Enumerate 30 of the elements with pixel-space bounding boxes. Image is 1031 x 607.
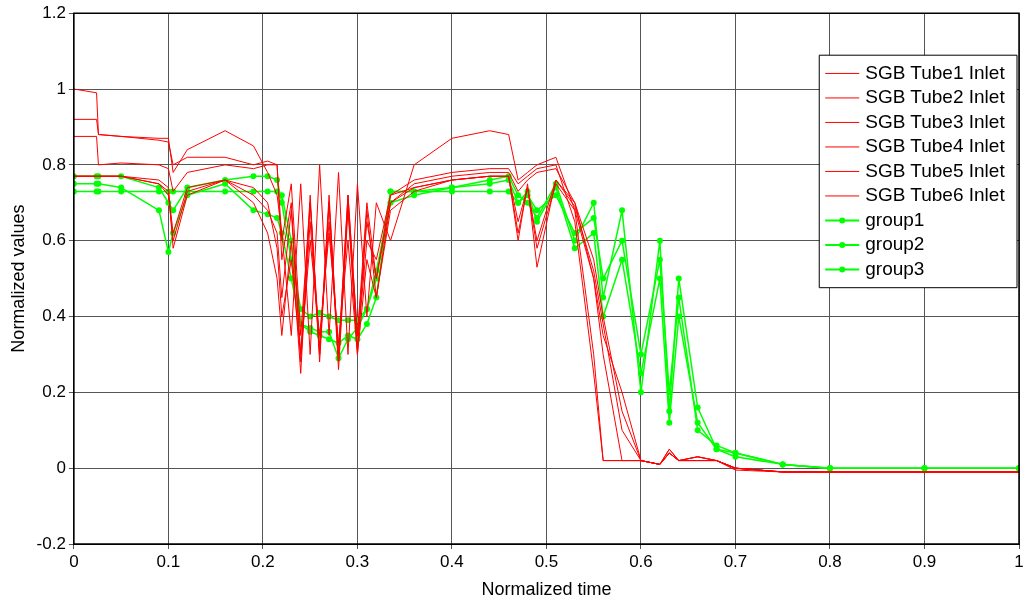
legend-label: group3 xyxy=(865,257,925,279)
y-axis-title: Normalized values xyxy=(7,204,28,353)
y-tick-label: 0.6 xyxy=(42,230,66,250)
legend-label: SGB Tube2 Inlet xyxy=(865,86,1006,108)
x-tick-label: 0.5 xyxy=(534,551,559,571)
x-tick-label: 0.1 xyxy=(156,551,181,571)
x-tick-label: 0 xyxy=(69,551,79,571)
y-tick-label: 0 xyxy=(56,457,66,477)
y-tick-label: 1 xyxy=(56,78,66,98)
x-tick-label: 0.3 xyxy=(345,551,370,571)
legend-label: SGB Tube6 Inlet xyxy=(865,184,1006,206)
legend-label: SGB Tube5 Inlet xyxy=(865,159,1006,181)
legend-label: SGB Tube1 Inlet xyxy=(865,61,1006,83)
y-tick-label: 1.2 xyxy=(42,2,66,22)
y-tick-label: -0.2 xyxy=(36,533,66,553)
legend-label: group2 xyxy=(865,233,925,255)
y-tick-label: 0.2 xyxy=(42,382,66,402)
y-tick-label: 0.8 xyxy=(42,154,66,174)
x-tick-label: 0.9 xyxy=(912,551,937,571)
x-tick-label: 0.4 xyxy=(440,551,464,571)
x-tick-label: 1 xyxy=(1014,551,1024,571)
legend-label: SGB Tube4 Inlet xyxy=(865,135,1006,157)
x-tick-label: 0.6 xyxy=(629,551,653,571)
legend-label: group1 xyxy=(865,208,925,230)
x-axis-title: Normalized time xyxy=(481,579,612,600)
x-tick-label: 0.8 xyxy=(818,551,842,571)
x-tick-label: 0.7 xyxy=(723,551,748,571)
y-tick-label: 0.4 xyxy=(42,306,66,326)
x-tick-label: 0.2 xyxy=(251,551,275,571)
legend-label: SGB Tube3 Inlet xyxy=(865,110,1006,132)
